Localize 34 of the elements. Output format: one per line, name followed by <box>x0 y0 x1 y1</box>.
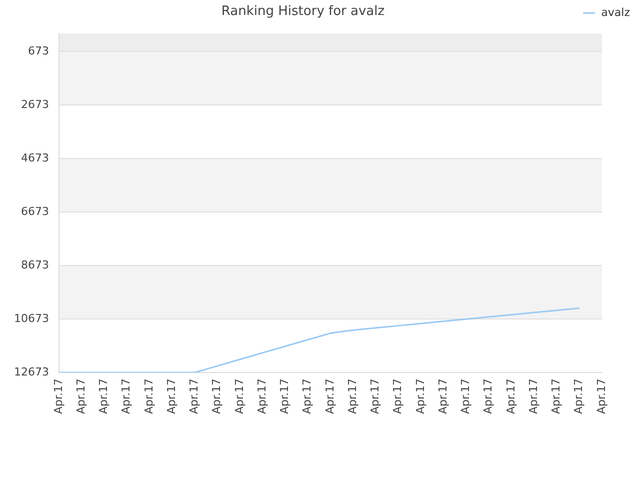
x-tick-label: Apr.17 <box>436 378 450 414</box>
x-tick-label: Apr.17 <box>368 378 382 414</box>
x-tick-label: Apr.17 <box>97 378 110 414</box>
chart-title: Ranking History for avalz <box>221 4 385 20</box>
x-tick-label: Apr.17 <box>232 378 246 414</box>
x-tick-label: Apr.17 <box>526 378 540 414</box>
x-tick-label: Apr.17 <box>278 378 292 414</box>
y-tick-label: 673 <box>28 44 49 58</box>
legend-label: avalz <box>601 6 630 19</box>
x-tick-label: Apr.17 <box>210 378 224 414</box>
x-tick-label: Apr.17 <box>300 378 314 414</box>
x-tick-label: Apr.17 <box>414 378 427 414</box>
x-tick-label: Apr.17 <box>346 378 359 414</box>
y-tick-label: 4673 <box>20 151 49 164</box>
x-tick-label: Apr.17 <box>482 378 495 414</box>
y-tick-label: 6673 <box>20 204 49 218</box>
x-tick-label: Apr.17 <box>52 378 65 414</box>
y-tick-label: 12673 <box>14 365 49 378</box>
x-tick-label: Apr.17 <box>594 378 608 414</box>
x-tick-label: Apr.17 <box>323 378 336 414</box>
y-tick-label: 8673 <box>20 258 49 272</box>
x-tick-label: Apr.17 <box>391 378 404 414</box>
x-tick-label: Apr.17 <box>142 378 156 414</box>
x-tick-label: Apr.17 <box>572 378 586 414</box>
x-tick-label: Apr.17 <box>120 378 133 414</box>
y-tick-label: 2673 <box>20 98 49 111</box>
x-tick-label: Apr.17 <box>74 378 88 414</box>
x-tick-label: Apr.17 <box>504 378 518 414</box>
x-tick-label: Apr.17 <box>164 378 178 414</box>
x-tick-label: Apr.17 <box>550 378 563 414</box>
x-tick-label: Apr.17 <box>255 378 268 414</box>
x-tick-label: Apr.17 <box>459 378 472 414</box>
x-tick-label: Apr.17 <box>188 378 201 414</box>
y-tick-label: 10673 <box>14 312 49 325</box>
